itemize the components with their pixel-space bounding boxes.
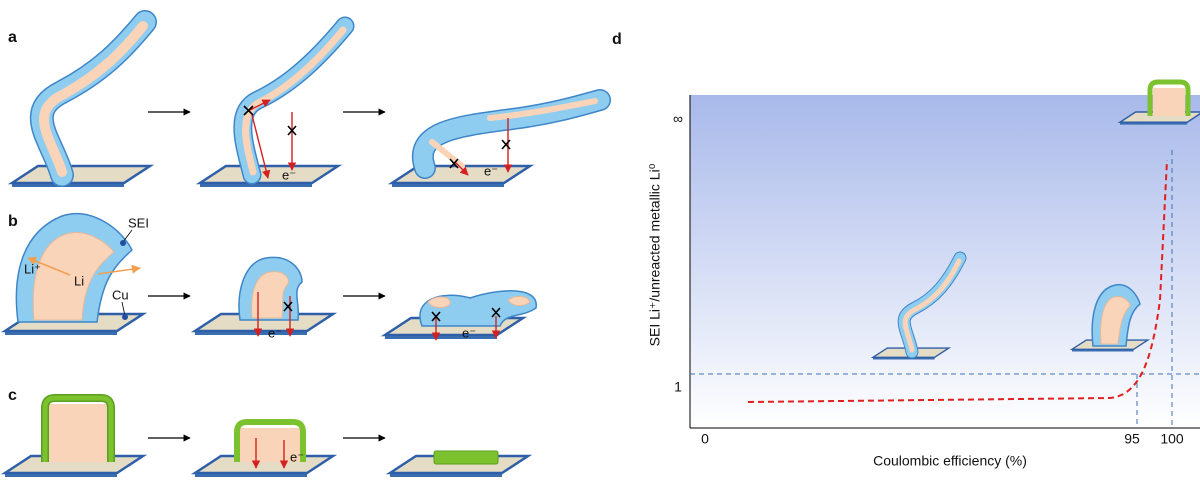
y-axis-title: SEI Li⁺/unreacted metallic Li⁰	[647, 163, 663, 346]
x-tick-label: 95	[1124, 431, 1140, 447]
plate	[200, 166, 338, 187]
lithium	[246, 30, 343, 172]
dot	[120, 240, 126, 246]
x-tick-label: 100	[1160, 431, 1184, 447]
cu-label: Cu	[112, 287, 129, 302]
coating	[434, 451, 498, 464]
y-tick-label: ∞	[673, 111, 683, 127]
y-tick-label: 1	[674, 379, 682, 395]
panel-label: b	[8, 213, 18, 230]
li-ion-label: Li⁺	[24, 261, 41, 276]
plate	[12, 166, 150, 187]
panel-label: c	[8, 387, 17, 404]
sei-label: SEI	[128, 215, 149, 230]
electron-label: e⁻	[484, 163, 498, 178]
electron-label: e⁻	[282, 167, 296, 182]
x-axis-title: Coulombic efficiency (%)	[873, 453, 1027, 469]
plot-background	[690, 95, 1200, 428]
electron-label: e⁻	[462, 325, 476, 340]
li-label: Li	[74, 273, 84, 288]
electron-label: e⁻	[268, 325, 282, 340]
x-tick-label: 0	[701, 431, 709, 447]
figure: a e⁻ e⁻ b Li⁺ Li SEI Cu e⁻ e⁻ c e⁻ d ∞ 1…	[0, 0, 1200, 486]
panel-label: a	[8, 29, 17, 46]
electron-label: e⁻	[290, 449, 304, 464]
dot	[122, 314, 128, 320]
panel-label: d	[612, 31, 622, 48]
lithium	[48, 404, 108, 462]
plate	[392, 166, 530, 187]
lithium	[1153, 88, 1185, 116]
leader	[123, 230, 132, 242]
